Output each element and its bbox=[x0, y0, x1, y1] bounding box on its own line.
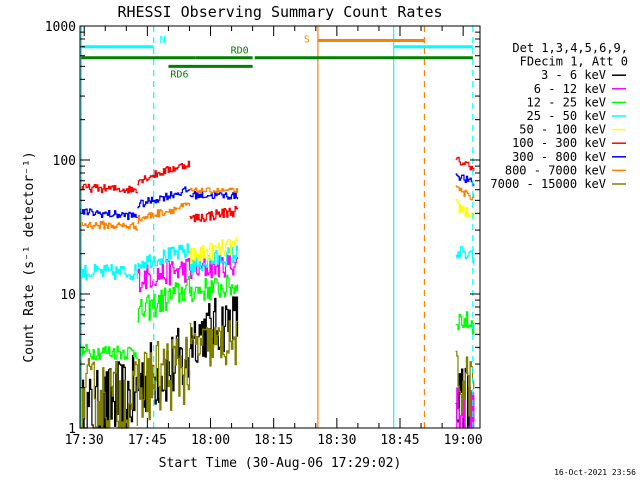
axes-box bbox=[79, 25, 481, 429]
series-segment bbox=[137, 257, 191, 293]
series-segment bbox=[189, 320, 239, 367]
series-segment bbox=[455, 350, 475, 417]
flag-label: RD0 bbox=[231, 46, 249, 57]
series-segment bbox=[455, 185, 475, 201]
y-tick-label: 100 bbox=[53, 154, 76, 169]
series-segment bbox=[189, 274, 239, 303]
legend-entry-label: 25 - 50 keV bbox=[527, 109, 606, 123]
series-segment bbox=[455, 173, 475, 187]
x-tick-label: 19:00 bbox=[444, 433, 483, 448]
flag-label: RD6 bbox=[170, 69, 188, 80]
series-segment bbox=[80, 343, 138, 361]
x-tick-label: 18:00 bbox=[191, 433, 230, 448]
series-segment bbox=[137, 186, 191, 209]
x-tick-label: 17:45 bbox=[128, 433, 167, 448]
legend-entry-label: 50 - 100 keV bbox=[519, 123, 606, 137]
legend: Det 1,3,4,5,6,9,FDecim 1, Att 03 - 6 keV… bbox=[490, 41, 628, 191]
legend-entry-label: 7000 - 15000 keV bbox=[490, 177, 606, 191]
flag-label: S bbox=[304, 34, 310, 45]
series-segment bbox=[80, 220, 138, 231]
series-segment bbox=[80, 183, 138, 194]
axes: 17:30 17:45 18:00 18:15 18:30 18:45 19:00 1 10 10… bbox=[45, 20, 483, 448]
y-tick-label: 1 bbox=[68, 422, 76, 437]
series-12-25keV bbox=[80, 274, 475, 361]
legend-entry-label: 12 - 25 keV bbox=[527, 95, 606, 109]
chart-title: RHESSI Observing Summary Count Rates bbox=[117, 3, 442, 21]
series-segment bbox=[189, 236, 239, 263]
x-tick-label: 18:30 bbox=[317, 433, 356, 448]
y-tick-label: 10 bbox=[60, 288, 76, 303]
legend-header-line: Det 1,3,4,5,6,9, bbox=[512, 41, 628, 55]
series-segment bbox=[455, 311, 475, 335]
series-segment bbox=[80, 263, 138, 281]
series-segment bbox=[137, 243, 191, 269]
y-axis-label: Count Rate (s⁻¹ detector⁻¹) bbox=[22, 151, 37, 362]
series-100-300keV bbox=[80, 156, 475, 223]
x-tick-label: 18:15 bbox=[254, 433, 293, 448]
x-tick-label: 18:45 bbox=[380, 433, 419, 448]
series-segment bbox=[455, 246, 475, 266]
series-layer bbox=[80, 156, 475, 429]
series-segment bbox=[80, 208, 138, 221]
legend-entry-label: 3 - 6 keV bbox=[541, 68, 606, 82]
series-segment bbox=[189, 187, 239, 194]
series-segment bbox=[455, 156, 475, 172]
annotations-layer: N S RD0 RD6 bbox=[80, 26, 474, 428]
y-tick-label: 1000 bbox=[45, 20, 76, 35]
legend-entry-label: 800 - 7000 keV bbox=[505, 163, 606, 177]
series-segment bbox=[137, 275, 191, 323]
legend-entry-label: 100 - 300 keV bbox=[512, 136, 606, 150]
legend-entry-label: 6 - 12 keV bbox=[534, 82, 606, 96]
x-tick-label: 17:30 bbox=[65, 433, 104, 448]
flag-label: N bbox=[160, 35, 166, 46]
series-segment bbox=[455, 198, 475, 220]
series-segment bbox=[80, 354, 138, 429]
series-segment bbox=[137, 336, 191, 421]
series-segment bbox=[137, 202, 191, 224]
series-segment bbox=[189, 205, 239, 223]
generated-timestamp: 16-Oct-2021 23:56 bbox=[554, 468, 636, 477]
series-50-100keV bbox=[189, 198, 475, 263]
series-segment bbox=[189, 190, 239, 200]
series-segment bbox=[137, 160, 191, 186]
x-axis-label: Start Time (30-Aug-06 17:29:02) bbox=[159, 456, 402, 471]
series-300-800keV bbox=[80, 173, 475, 221]
series-800-7000keV bbox=[80, 185, 475, 231]
legend-header-line: FDecim 1, Att 0 bbox=[520, 55, 628, 69]
legend-entry-label: 300 - 800 keV bbox=[512, 150, 606, 164]
